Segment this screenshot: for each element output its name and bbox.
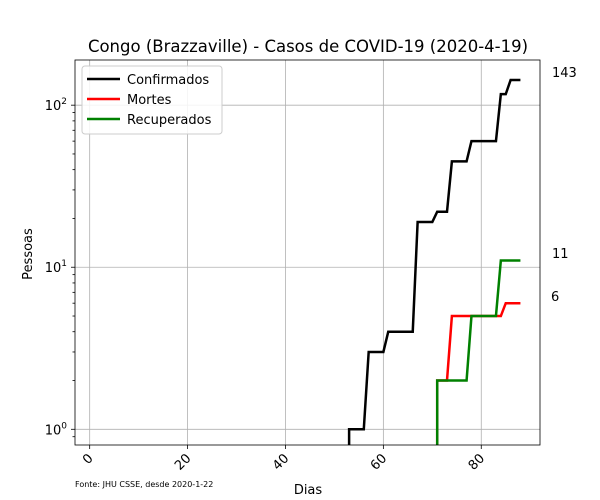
source-note: Fonte: JHU CSSE, desde 2020-1-22 bbox=[75, 480, 213, 489]
y-tick-label: 100 bbox=[45, 421, 68, 438]
y-tick-label: 101 bbox=[45, 259, 67, 276]
plot-frame bbox=[74, 59, 541, 446]
x-axis-label: Dias bbox=[294, 483, 323, 498]
end-label-confirmados: 143 bbox=[552, 66, 577, 81]
y-tick-label: 102 bbox=[45, 97, 67, 114]
legend-label-confirmados: Confirmados bbox=[127, 73, 209, 88]
plot-lines bbox=[347, 78, 521, 445]
chart-title: Congo (Brazzaville) - Casos de COVID-19 … bbox=[88, 37, 528, 56]
legend-label-recuperados: Recuperados bbox=[127, 113, 212, 128]
legend-label-mortes: Mortes bbox=[127, 93, 172, 108]
legend-box bbox=[81, 65, 223, 135]
legend: Confirmados Mortes Recuperados bbox=[81, 65, 223, 135]
end-label-recuperados: 11 bbox=[552, 247, 569, 262]
series-line-recuperados bbox=[435, 259, 521, 445]
series-line-confirmados bbox=[347, 78, 521, 445]
end-label-mortes: 6 bbox=[551, 290, 559, 305]
y-axis-label: Pessoas bbox=[21, 228, 36, 280]
